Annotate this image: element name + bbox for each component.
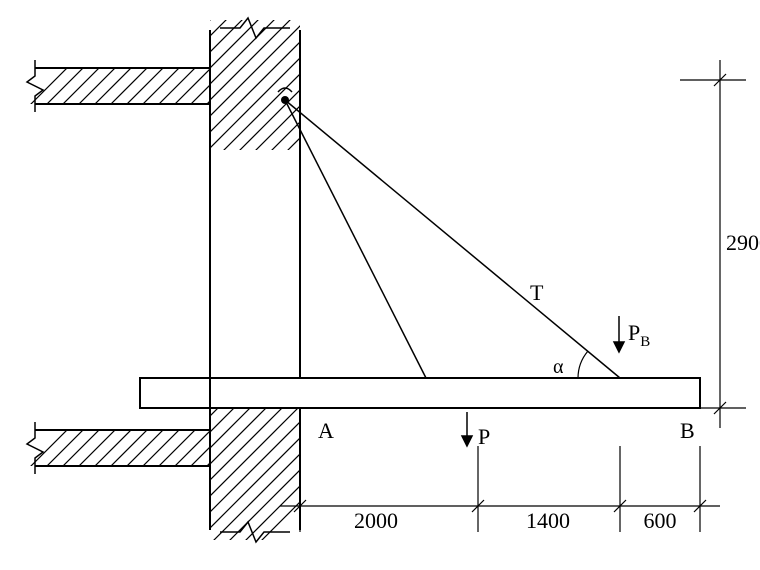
label-P: P <box>478 424 490 449</box>
label-B: B <box>680 418 695 443</box>
dim-value-2000: 2000 <box>354 508 398 533</box>
label-T: T <box>530 280 544 305</box>
force-arrow-PB <box>614 316 624 352</box>
label-PB: PB <box>628 320 650 350</box>
label-alpha: α <box>553 356 564 378</box>
alpha-arc <box>578 351 588 378</box>
dim-value-600: 600 <box>644 508 677 533</box>
label-A: A <box>318 418 334 443</box>
cantilever-beam <box>140 378 700 408</box>
left-slab-bottom <box>15 422 251 482</box>
dim-value-1400: 1400 <box>526 508 570 533</box>
dim-value-2900: 2900 <box>726 230 760 255</box>
force-arrow-P <box>462 412 472 446</box>
cable-lines <box>285 100 620 378</box>
